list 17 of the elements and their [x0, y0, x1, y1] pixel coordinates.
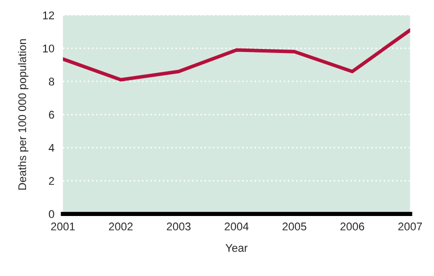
- line-series: [62, 28, 410, 82]
- x-tick-label: 2002: [109, 222, 133, 230]
- x-axis-title: Year: [226, 244, 248, 252]
- y-tick-label: 6: [48, 110, 54, 119]
- x-tick-label: 2003: [166, 222, 191, 230]
- y-tick-label: 4: [48, 144, 54, 152]
- y-tick-label: 12: [43, 11, 54, 20]
- y-tick-label: 0: [48, 210, 54, 218]
- x-tick-label: 2007: [398, 222, 422, 230]
- y-tick-label: 8: [48, 78, 54, 86]
- y-tick-label: 10: [43, 44, 54, 52]
- x-tick-label: 2004: [224, 222, 249, 230]
- y-axis-title: Deaths per 100 000 population: [18, 39, 28, 190]
- x-tick-label: 2001: [51, 222, 75, 230]
- x-tick-label: 2006: [340, 222, 364, 230]
- x-tick-label: 2005: [282, 222, 306, 230]
- y-tick-label: 2: [48, 177, 54, 185]
